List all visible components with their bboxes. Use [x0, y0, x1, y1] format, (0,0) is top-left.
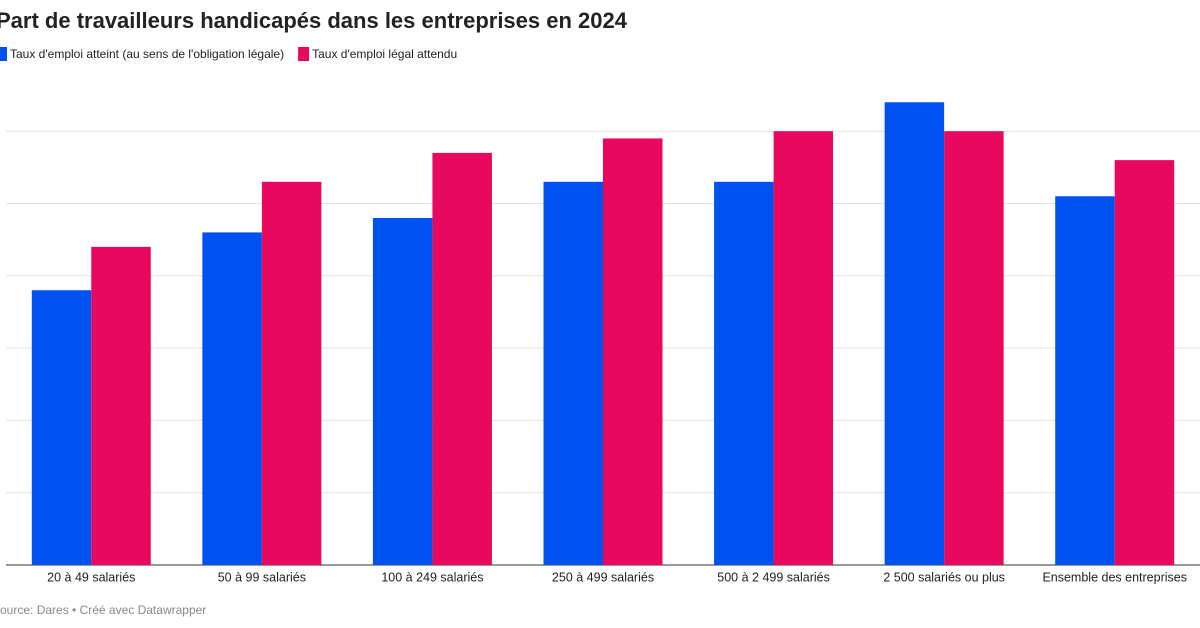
bar	[31, 290, 92, 565]
bar	[884, 102, 945, 565]
bar	[261, 181, 322, 565]
bar	[714, 181, 774, 565]
legend-swatch	[0, 47, 7, 61]
x-tick-label: 250 à 499 salariés	[552, 570, 654, 584]
x-tick-label: 20 à 49 salariés	[47, 570, 135, 584]
legend-swatch	[298, 47, 310, 61]
bar	[91, 246, 151, 565]
x-tick-label: Ensemble des entreprises	[1042, 570, 1187, 584]
x-tick-label: 50 à 99 salariés	[218, 570, 306, 584]
x-tick-label: 2 500 salariés ou plus	[883, 570, 1005, 584]
bar	[432, 152, 492, 565]
legend-label: Taux d'emploi légal attendu	[312, 47, 457, 61]
bar	[1114, 160, 1175, 565]
bar	[372, 217, 433, 565]
bar	[603, 138, 663, 565]
x-tick-label: 500 à 2 499 salariés	[717, 570, 830, 584]
bar	[1055, 196, 1115, 565]
bar	[944, 131, 1004, 565]
bar	[543, 181, 603, 565]
bar	[202, 232, 262, 566]
bar	[773, 131, 834, 565]
x-tick-label: 100 à 249 salariés	[381, 570, 483, 584]
source: Source: Dares • Créé avec Datawrapper	[0, 603, 206, 617]
chart-title: Part de travailleurs handicapés dans les…	[0, 8, 628, 33]
legend-label: Taux d'emploi atteint (au sens de l'obli…	[10, 47, 284, 61]
